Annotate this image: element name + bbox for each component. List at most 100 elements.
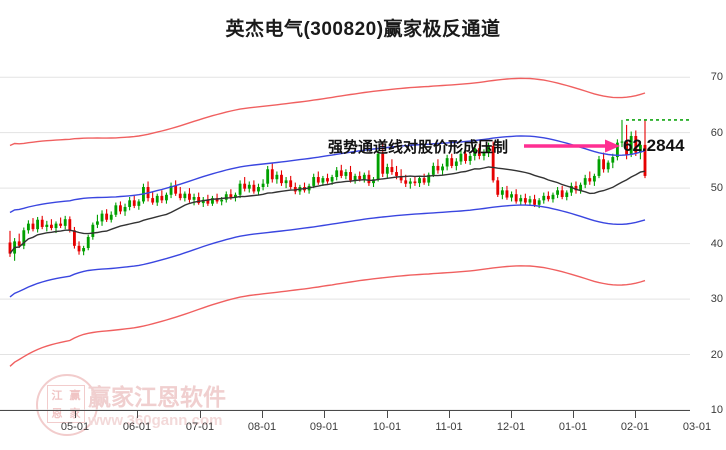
candle-body [491,145,495,181]
candle-body [321,178,325,183]
candle-body [602,159,606,170]
x-axis-tickmark [573,410,574,418]
candle-body [312,177,316,186]
candle-body [418,178,421,184]
candle-body [192,197,196,200]
candle-body [280,174,283,184]
candle-body [229,194,233,198]
candle-body [514,194,518,202]
x-axis-tick-03-01: 03-01 [682,421,712,433]
candle-body [266,169,270,184]
y-axis-tick-30: 30 [710,293,723,306]
gridlines [0,76,690,410]
x-axis-tick-08-01: 08-01 [247,421,277,433]
candle-body [220,199,224,202]
candle-body [353,175,357,181]
candle-body [482,152,486,156]
y-axis-tick-20: 20 [710,348,723,361]
candle-body [169,185,173,195]
candle-body [261,183,265,188]
x-axis-tick-07-01: 07-01 [185,421,215,433]
channel-inner-lower-line [9,204,646,298]
x-axis-tickmark [635,410,636,418]
candle-body [234,194,237,198]
candle-body [376,153,380,180]
candle-body [487,145,490,153]
candle-body [477,148,481,156]
candle-body [59,223,63,226]
candle-body [459,153,463,162]
chart-canvas [0,76,690,410]
candle-body [91,224,95,237]
candle-body [128,200,132,207]
candle-body [8,242,12,254]
candle-body [330,177,334,182]
candle-body [165,194,168,201]
x-axis-tick-02-01: 02-01 [620,421,650,433]
candle-body [201,199,205,204]
annotation-arrow [524,139,620,153]
candle-body [592,175,596,182]
candle-body [137,201,141,206]
x-axis-tick-12-01: 12-01 [496,421,526,433]
candle-body [252,184,256,192]
x-axis-tick-09-01: 09-01 [309,421,339,433]
candle-body [26,223,30,231]
candle-body [54,223,58,229]
candle-body [399,175,403,181]
candle-body [519,198,523,202]
candle-body [611,157,615,163]
x-axis-tick-06-01: 06-01 [122,421,152,433]
candle-body [533,199,536,205]
candle-body [395,172,398,176]
y-axis-tick-40: 40 [710,237,723,250]
x-axis-line [0,410,690,411]
candle-body [243,183,247,189]
candle-body [606,162,610,170]
x-axis-tickmark [75,410,76,418]
candle-body [188,193,191,200]
candle-body [615,142,619,158]
channel-inner-upper-line [9,135,646,214]
y-axis-tick-10: 10 [710,404,723,416]
x-axis-tickmark [511,410,512,418]
candle-body [634,135,638,153]
candle-body [579,184,583,191]
y-axis-tick-60: 60 [710,126,723,139]
candle-body [275,174,279,180]
annotation-label: 强势通道线对股价形成压制 [328,139,509,156]
candle-body [546,195,550,200]
candle-body [123,206,127,212]
x-axis-tick-01-01: 01-01 [558,421,588,433]
candlestick-series [8,119,647,261]
candle-body [63,219,67,226]
candle-body [247,184,251,189]
candle-body [155,195,159,203]
x-axis: 05-01 06-01 07-01 08-01 09-01 10-01 11-01 12-01… [0,410,726,450]
x-axis-tick-11-01: 11-01 [435,421,463,433]
candle-body [72,230,76,246]
candle-body [542,195,546,201]
candle-body [289,180,293,188]
candle-body [588,178,592,182]
candle-body [372,179,375,184]
candle-body [31,223,35,230]
candle-body [381,153,385,174]
candle-body [45,224,49,227]
candle-body [114,205,118,215]
price-value-label: 62.2844 [623,136,685,155]
candle-body [638,144,642,153]
candle-body [197,197,201,204]
x-axis-tick-10-01: 10-01 [372,421,402,433]
x-axis-tickmark [200,410,201,418]
candle-body [77,245,81,252]
candle-body [385,167,389,174]
candle-body [431,165,435,175]
candle-body [496,180,500,195]
candle-body [151,198,155,203]
candle-body [441,166,444,171]
candle-body [408,181,412,184]
candle-body [132,200,136,206]
candle-body [238,183,242,195]
